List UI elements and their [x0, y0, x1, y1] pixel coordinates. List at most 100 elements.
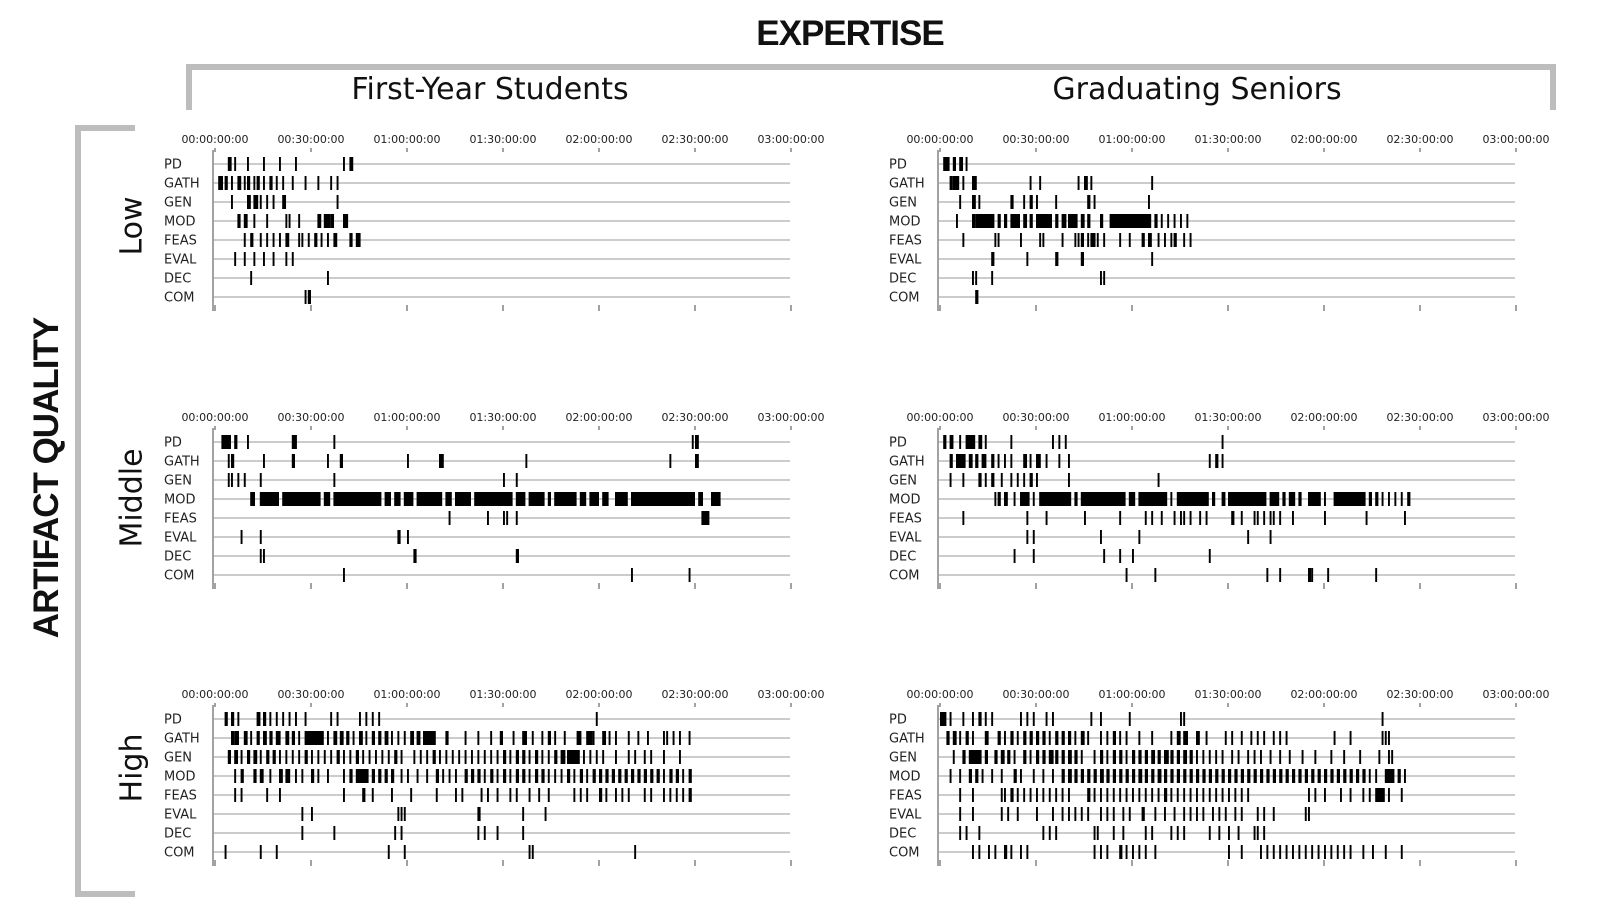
event-mark — [959, 435, 962, 449]
event-mark — [1234, 788, 1237, 802]
event-mark — [615, 750, 617, 764]
event-mark — [442, 769, 445, 783]
event-mark — [1122, 807, 1125, 821]
event-mark — [365, 731, 368, 745]
event-mark — [1074, 807, 1077, 821]
event-mark — [1132, 845, 1134, 859]
event-mark — [1173, 511, 1176, 525]
event-mark — [1045, 454, 1048, 468]
event-mark — [1180, 712, 1182, 726]
event-mark — [965, 826, 968, 840]
event-mark — [994, 845, 997, 859]
event-mark — [1036, 807, 1038, 821]
event-mark — [477, 807, 481, 821]
event-mark — [1084, 176, 1088, 190]
event-mark — [496, 788, 499, 802]
event-mark — [1228, 788, 1230, 802]
event-mark — [253, 750, 258, 764]
event-mark — [567, 769, 571, 783]
event-mark — [1132, 549, 1134, 563]
event-mark — [1093, 233, 1096, 247]
event-mark — [1343, 750, 1346, 764]
event-mark — [962, 511, 965, 525]
event-mark — [669, 788, 672, 802]
event-mark — [1100, 807, 1102, 821]
event-mark — [333, 492, 382, 506]
event-mark — [637, 769, 641, 783]
event-mark — [231, 473, 233, 487]
event-mark — [471, 769, 475, 783]
event-mark — [589, 492, 599, 506]
lane-label: GATH — [164, 732, 200, 747]
event-mark — [1365, 511, 1368, 525]
event-mark — [1100, 845, 1102, 859]
event-mark — [1151, 769, 1155, 783]
event-mark — [978, 826, 981, 840]
event-mark — [1237, 750, 1240, 764]
event-mark — [608, 731, 611, 745]
event-mark — [477, 826, 480, 840]
event-mark — [1176, 788, 1179, 802]
event-mark — [1170, 233, 1173, 247]
event-mark — [1042, 769, 1045, 783]
event-mark — [965, 435, 976, 449]
event-mark — [956, 454, 966, 468]
event-mark — [1151, 826, 1154, 840]
event-mark — [1196, 807, 1198, 821]
event-mark — [282, 195, 287, 209]
event-mark — [1052, 712, 1054, 726]
event-mark — [1183, 511, 1186, 525]
event-mark — [1397, 769, 1401, 783]
event-mark — [1173, 807, 1176, 821]
event-mark — [1343, 769, 1347, 783]
event-mark — [515, 473, 518, 487]
event-mark — [263, 252, 265, 266]
x-tick-label: 00:00:00:00 — [906, 411, 973, 424]
event-mark — [1240, 807, 1243, 821]
event-mark — [343, 568, 345, 582]
event-mark — [1330, 845, 1333, 859]
event-mark — [1154, 807, 1157, 821]
event-mark — [359, 731, 363, 745]
event-mark — [991, 454, 995, 468]
x-tick-label: 00:30:00:00 — [277, 688, 344, 701]
event-mark — [1189, 511, 1192, 525]
event-mark — [994, 233, 997, 247]
event-mark — [343, 157, 345, 171]
event-mark — [1231, 511, 1235, 525]
x-tick-label: 02:00:00:00 — [1290, 133, 1357, 146]
event-mark — [515, 769, 519, 783]
event-mark — [615, 788, 617, 802]
event-mark — [1093, 769, 1097, 783]
x-tick-label: 01:30:00:00 — [469, 688, 536, 701]
x-tick-label: 02:00:00:00 — [565, 411, 632, 424]
x-tick-label: 00:30:00:00 — [1002, 411, 1069, 424]
event-mark — [586, 788, 589, 802]
event-mark — [1404, 511, 1406, 525]
event-mark — [250, 271, 253, 285]
event-mark — [688, 769, 692, 783]
event-mark — [1183, 807, 1186, 821]
event-mark — [1375, 788, 1385, 802]
event-mark — [595, 750, 598, 764]
event-mark — [1128, 492, 1136, 506]
event-mark — [1106, 731, 1109, 745]
event-mark — [512, 731, 515, 745]
event-mark — [1282, 492, 1286, 506]
event-mark — [1368, 492, 1372, 506]
event-mark — [1221, 750, 1224, 764]
event-mark — [1260, 769, 1264, 783]
event-mark — [522, 769, 526, 783]
event-mark — [1208, 750, 1211, 764]
event-mark — [263, 454, 265, 468]
event-mark — [400, 826, 403, 840]
event-mark — [975, 271, 978, 285]
event-mark — [1208, 549, 1211, 563]
event-mark — [1068, 807, 1070, 821]
event-mark — [1311, 568, 1314, 582]
event-mark — [384, 769, 388, 783]
event-mark — [1189, 750, 1193, 764]
event-mark — [1269, 750, 1272, 764]
event-mark — [413, 549, 417, 563]
expertise-bracket — [186, 64, 1556, 110]
